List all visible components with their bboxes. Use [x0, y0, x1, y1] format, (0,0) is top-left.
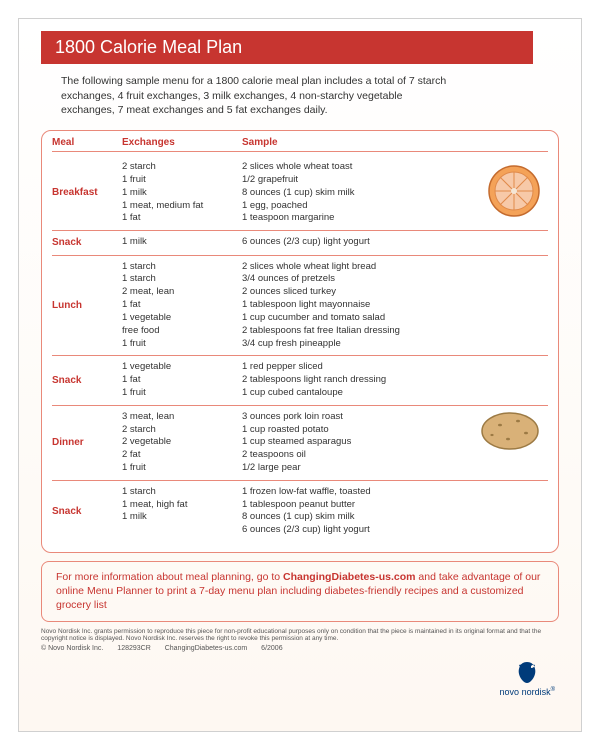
col-header-meal: Meal: [52, 137, 122, 148]
footer-meta: © Novo Nordisk Inc. 128293CR ChangingDia…: [41, 645, 559, 652]
meal-exchanges: 1 starch 1 meat, high fat 1 milk: [122, 486, 242, 537]
potato-icon: [478, 405, 542, 453]
footer-code: 128293CR: [117, 645, 150, 652]
grapefruit-icon: [486, 163, 542, 219]
meal-row: Lunch1 starch 1 starch 2 meat, lean 1 fa…: [52, 256, 548, 357]
meal-name: Lunch: [52, 261, 122, 351]
promo-link: ChangingDiabetes-us.com: [283, 571, 415, 583]
meal-name: Dinner: [52, 411, 122, 475]
col-header-sample: Sample: [242, 137, 548, 148]
footer-copyright: © Novo Nordisk Inc.: [41, 645, 103, 652]
meal-exchanges: 2 starch 1 fruit 1 milk 1 meat, medium f…: [122, 161, 242, 225]
promo-pre: For more information about meal planning…: [56, 571, 283, 583]
meal-name: Snack: [52, 486, 122, 537]
meal-exchanges: 1 vegetable 1 fat 1 fruit: [122, 361, 242, 399]
meal-exchanges: 1 milk: [122, 236, 242, 250]
meal-row: Snack1 starch 1 meat, high fat 1 milk1 f…: [52, 481, 548, 542]
meal-exchanges: 3 meat, lean 2 starch 2 vegetable 2 fat …: [122, 411, 242, 475]
col-header-exchanges: Exchanges: [122, 137, 242, 148]
meal-name: Breakfast: [52, 161, 122, 225]
intro-text: The following sample menu for a 1800 cal…: [61, 74, 450, 118]
meal-table: Meal Exchanges Sample Breakfast2 starch …: [41, 130, 559, 553]
meal-sample: 3 ounces pork loin roast 1 cup roasted p…: [242, 411, 548, 475]
meal-sample: 1 red pepper sliced 2 tablespoons light …: [242, 361, 548, 399]
meal-name: Snack: [52, 361, 122, 399]
footer-legal: Novo Nordisk Inc. grants permission to r…: [41, 628, 559, 644]
meal-plan-document: 1800 Calorie Meal Plan The following sam…: [18, 18, 582, 732]
meal-sample: 2 slices whole wheat light bread 3/4 oun…: [242, 261, 548, 351]
meal-sample: 2 slices whole wheat toast 1/2 grapefrui…: [242, 161, 548, 225]
meal-row: Breakfast2 starch 1 fruit 1 milk 1 meat,…: [52, 156, 548, 231]
meal-exchanges: 1 starch 1 starch 2 meat, lean 1 fat 1 v…: [122, 261, 242, 351]
table-header: Meal Exchanges Sample: [52, 137, 548, 152]
meal-row: Snack1 vegetable 1 fat 1 fruit1 red pepp…: [52, 356, 548, 405]
logo-text: novo nordisk: [500, 687, 551, 697]
bull-icon: [514, 660, 540, 686]
meal-sample: 6 ounces (2/3 cup) light yogurt: [242, 236, 548, 250]
meal-row: Snack1 milk6 ounces (2/3 cup) light yogu…: [52, 231, 548, 256]
novo-nordisk-logo: novo nordisk®: [500, 660, 555, 697]
meal-row: Dinner3 meat, lean 2 starch 2 vegetable …: [52, 406, 548, 481]
meal-sample: 1 frozen low-fat waffle, toasted 1 table…: [242, 486, 548, 537]
footer-date: 6/2006: [261, 645, 282, 652]
footer-site: ChangingDiabetes-us.com: [165, 645, 248, 652]
promo-box: For more information about meal planning…: [41, 561, 559, 622]
meal-name: Snack: [52, 236, 122, 250]
page-title: 1800 Calorie Meal Plan: [41, 31, 533, 64]
